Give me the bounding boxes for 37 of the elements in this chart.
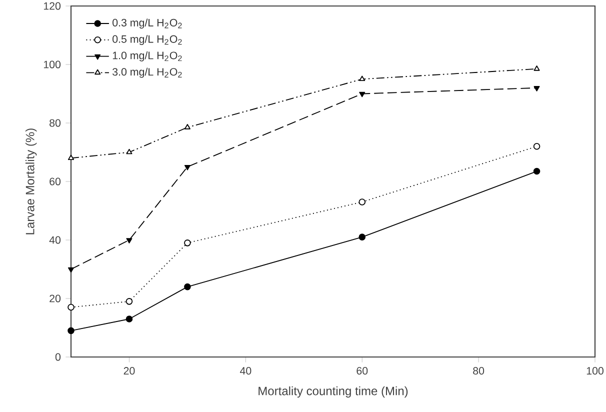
point	[68, 327, 74, 334]
legend-label: 0.3 mg/L H$_{2}$O$_{2}$	[112, 18, 182, 29]
y-tick-label: 120	[44, 2, 61, 10]
x-tick-label: 60	[356, 367, 368, 375]
y-tick-label: 60	[50, 178, 61, 186]
point	[533, 142, 540, 150]
x-tick-label: 40	[240, 367, 252, 375]
x-axis-title: Mortality counting time (Min)	[258, 386, 408, 398]
point	[534, 65, 540, 71]
point	[184, 164, 190, 170]
x-tick-label: 80	[473, 367, 484, 375]
point	[359, 76, 366, 82]
y-tick-label: 80	[50, 119, 61, 127]
point	[184, 240, 191, 246]
point	[126, 316, 133, 322]
legend-label: 3.0 mg/L H$_{2}$O$_{2}$	[112, 68, 182, 78]
point	[358, 234, 366, 240]
point	[126, 298, 133, 305]
point	[359, 92, 366, 98]
point	[126, 148, 132, 154]
y-tick-label: 40	[49, 236, 61, 244]
y-tick-label: 100	[44, 60, 61, 68]
legend-label: 0.5 mg/L H$_{2}$O$_{2}$	[112, 35, 182, 45]
point	[358, 198, 366, 206]
point	[184, 124, 190, 130]
point	[533, 168, 540, 175]
x-tick-label: 20	[124, 367, 135, 375]
x-tick-label: 100	[586, 367, 604, 375]
y-tick-label: 0	[55, 353, 61, 361]
point	[68, 267, 74, 273]
point	[534, 86, 540, 92]
point	[68, 304, 74, 311]
point	[184, 283, 191, 290]
y-axis-title: Larvae Mortality (%)	[25, 128, 37, 234]
point	[126, 238, 132, 244]
legend-label: 1.0 mg/L H$_{2}$O$_{2}$	[112, 51, 182, 62]
y-tick-label: 20	[50, 294, 61, 302]
